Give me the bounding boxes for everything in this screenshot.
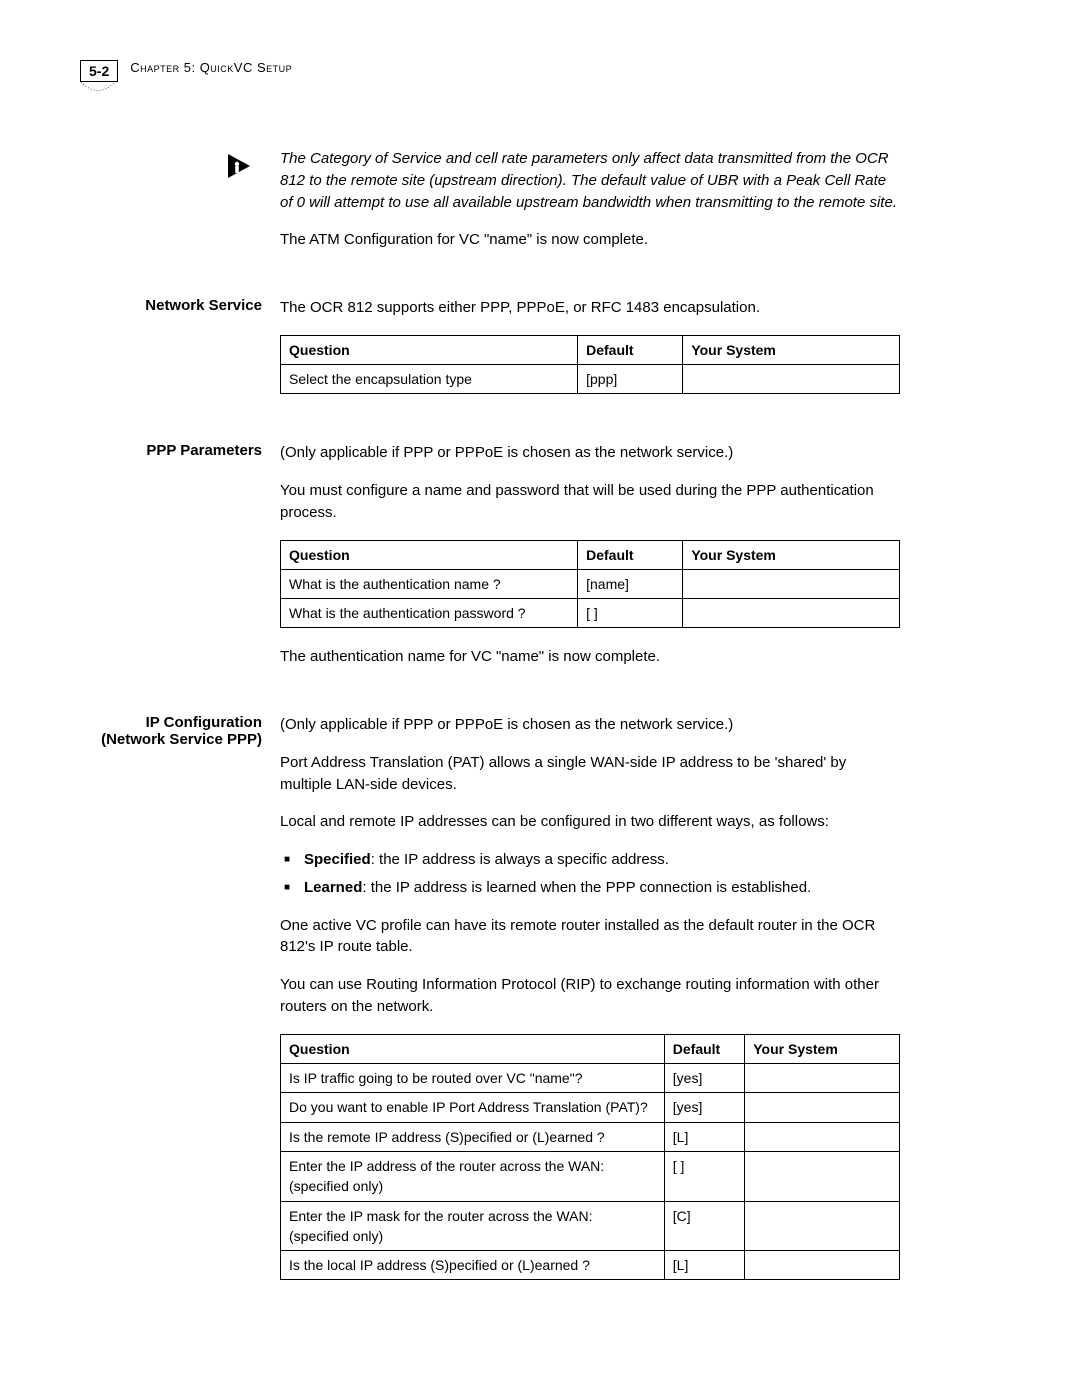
info-note-body: The Category of Service and cell rate pa… [280,148,900,267]
info-icon [226,148,262,184]
page-number: 5-2 [80,60,118,82]
table-row: Is the local IP address (S)pecified or (… [281,1251,900,1280]
ppp-params-body: (Only applicable if PPP or PPPoE is chos… [280,442,900,684]
table-row: Do you want to enable IP Port Address Tr… [281,1093,900,1122]
col-your-system: Your System [683,335,900,364]
cell-question: Select the encapsulation type [281,365,578,394]
col-default: Default [578,335,683,364]
ip-config-side: IP Configuration (Network Service PPP) [80,714,280,1298]
network-service-heading: Network Service [80,297,262,314]
col-your-system: Your System [745,1034,900,1063]
ip-config-intro: (Only applicable if PPP or PPPoE is chos… [280,714,900,736]
col-default: Default [578,540,683,569]
col-default: Default [664,1034,744,1063]
cell-your-system [745,1064,900,1093]
table-header-row: Question Default Your System [281,540,900,569]
ip-config-p2: Local and remote IP addresses can be con… [280,811,900,833]
table-row: Select the encapsulation type [ppp] [281,365,900,394]
table-row: Is the remote IP address (S)pecified or … [281,1122,900,1151]
ip-config-heading-l1: IP Configuration [80,714,262,731]
ip-config-p1: Port Address Translation (PAT) allows a … [280,752,900,796]
ip-config-p4: You can use Routing Information Protocol… [280,974,900,1018]
table-row: What is the authentication password ? [ … [281,599,900,628]
cell-default: [ppp] [578,365,683,394]
cell-question: Do you want to enable IP Port Address Tr… [281,1093,665,1122]
cell-question: Enter the IP address of the router acros… [281,1151,665,1201]
ip-config-table: Question Default Your System Is IP traff… [280,1034,900,1281]
ip-config-bullets: Specified: the IP address is always a sp… [280,849,900,899]
cell-your-system [745,1151,900,1201]
cell-your-system [683,599,900,628]
cell-your-system [745,1201,900,1251]
chapter-label: Chapter 5: QuickVC Setup [130,60,292,75]
cell-default: [ ] [578,599,683,628]
ppp-params-row: PPP Parameters (Only applicable if PPP o… [80,442,900,684]
cell-question: What is the authentication name ? [281,569,578,598]
cell-default: [C] [664,1201,744,1251]
atm-complete-text: The ATM Configuration for VC "name" is n… [280,229,900,251]
list-item: Learned: the IP address is learned when … [284,877,900,899]
ip-config-p3: One active VC profile can have its remot… [280,915,900,959]
page-number-wrap: 5-2 [80,60,118,100]
network-service-table: Question Default Your System Select the … [280,335,900,395]
table-header-row: Question Default Your System [281,1034,900,1063]
table-header-row: Question Default Your System [281,335,900,364]
cell-default: [name] [578,569,683,598]
cell-your-system [745,1093,900,1122]
table-row: Is IP traffic going to be routed over VC… [281,1064,900,1093]
ip-config-heading-l2: (Network Service PPP) [80,731,262,748]
network-service-side: Network Service [80,297,280,412]
ip-config-body: (Only applicable if PPP or PPPoE is chos… [280,714,900,1298]
cell-default: [L] [664,1251,744,1280]
cell-default: [yes] [664,1093,744,1122]
cell-your-system [683,569,900,598]
decorative-arc-icon [80,81,116,95]
ppp-params-side: PPP Parameters [80,442,280,684]
cell-your-system [745,1122,900,1151]
cell-default: [yes] [664,1064,744,1093]
bullet-label: Learned [304,879,362,896]
cell-question: Is IP traffic going to be routed over VC… [281,1064,665,1093]
cell-default: [ ] [664,1151,744,1201]
info-note-text: The Category of Service and cell rate pa… [280,148,900,213]
cell-default: [L] [664,1122,744,1151]
ppp-params-intro: (Only applicable if PPP or PPPoE is chos… [280,442,900,464]
col-question: Question [281,335,578,364]
bullet-text: : the IP address is learned when the PPP… [362,879,811,896]
cell-question: Is the local IP address (S)pecified or (… [281,1251,665,1280]
ppp-complete-text: The authentication name for VC "name" is… [280,646,900,668]
cell-question: Is the remote IP address (S)pecified or … [281,1122,665,1151]
table-row: Enter the IP address of the router acros… [281,1151,900,1201]
cell-your-system [683,365,900,394]
ppp-params-table: Question Default Your System What is the… [280,540,900,629]
info-icon-col [80,148,280,267]
network-service-body: The OCR 812 supports either PPP, PPPoE, … [280,297,900,412]
ppp-params-desc: You must configure a name and password t… [280,480,900,524]
list-item: Specified: the IP address is always a sp… [284,849,900,871]
table-row: What is the authentication name ? [name] [281,569,900,598]
cell-question: What is the authentication password ? [281,599,578,628]
page-header: 5-2 Chapter 5: QuickVC Setup [80,60,900,100]
ppp-params-heading: PPP Parameters [80,442,262,459]
cell-question: Enter the IP mask for the router across … [281,1201,665,1251]
col-question: Question [281,1034,665,1063]
bullet-text: : the IP address is always a specific ad… [371,851,669,868]
ip-config-row: IP Configuration (Network Service PPP) (… [80,714,900,1298]
network-service-intro: The OCR 812 supports either PPP, PPPoE, … [280,297,900,319]
col-your-system: Your System [683,540,900,569]
bullet-label: Specified [304,851,371,868]
table-row: Enter the IP mask for the router across … [281,1201,900,1251]
network-service-row: Network Service The OCR 812 supports eit… [80,297,900,412]
cell-your-system [745,1251,900,1280]
col-question: Question [281,540,578,569]
info-note-row: The Category of Service and cell rate pa… [80,148,900,267]
